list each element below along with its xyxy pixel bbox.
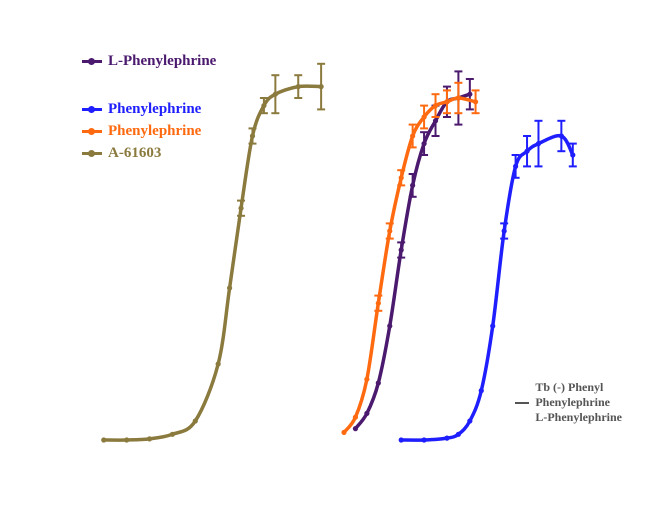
legend-label: Phenylephrine [108,101,202,117]
data-point [364,376,370,382]
inset-legend-marker [515,401,530,404]
inset-legend-row: L-Phenylephrine [515,410,622,425]
data-point [295,84,301,90]
data-point [478,388,484,394]
legend-item-phenylephrine-blue: Phenylephrine [82,98,216,120]
legend-swatch [82,56,102,66]
legend-swatch [82,104,102,114]
data-point [261,103,267,109]
legend-marker [88,58,95,65]
data-point [455,431,461,437]
data-point [318,84,324,90]
data-point [249,133,256,139]
data-point [467,91,473,97]
data-point [124,437,130,443]
data-point [421,114,427,120]
data-point [432,103,439,109]
data-point [444,99,450,105]
data-point [146,436,153,442]
inset-legend-row: Tb (-) Phenyl [515,380,622,395]
data-point [227,285,233,291]
legend-marker [88,150,95,157]
inset-legend-text: Tb (-) Phenyl [535,380,604,394]
inset-legend-row: Phenylephrine [515,395,622,410]
data-point [192,418,198,424]
data-point [467,418,473,424]
data-point [501,228,507,234]
data-point [398,437,404,443]
legend-label: Phenylephrine [108,123,202,139]
data-point [490,323,496,329]
data-point [352,426,359,432]
data-point [375,300,381,306]
data-point [455,95,461,101]
inset-legend-text: L-Phenylephrine [535,410,622,424]
data-point [398,247,404,253]
data-point [472,99,479,105]
data-point [341,429,347,435]
data-point [410,133,416,139]
data-point [101,437,107,443]
data-point [238,205,244,211]
data-point [387,323,393,329]
data-point [421,141,427,147]
data-point [398,175,404,181]
data-point [432,118,439,124]
data-point [387,228,393,234]
legend-item-a-61603: A-61603 [82,142,216,164]
legend-label: L-Phenylephrine [108,53,217,69]
legend-item-l-phenylephrine: L-Phenylephrine [82,50,216,72]
data-point [352,414,359,420]
data-point [513,163,519,169]
data-point [570,152,576,158]
data-point [375,380,381,386]
data-point [421,437,427,443]
legend-label: A-61603 [108,145,162,161]
legend-item-phenylephrine-orange: Phenylephrine [82,120,216,142]
legend-swatch [82,148,102,158]
chart-legend: L-Phenylephrine Phenylephrine Phenylephr… [82,50,216,164]
data-point [558,133,564,139]
data-point [524,148,530,154]
legend-swatch [82,126,102,136]
legend-marker [88,106,95,113]
data-point [444,435,450,441]
data-point [169,431,175,437]
legend-gap [82,72,216,98]
data-point [215,361,221,367]
legend-marker [88,128,95,135]
inset-legend-text: Phenylephrine [535,395,610,409]
data-point [272,91,278,97]
data-point [410,182,416,188]
inset-legend: Tb (-) Phenyl Phenylephrine L-Phenylephr… [515,380,622,425]
data-point [535,141,542,147]
data-point [364,410,370,416]
